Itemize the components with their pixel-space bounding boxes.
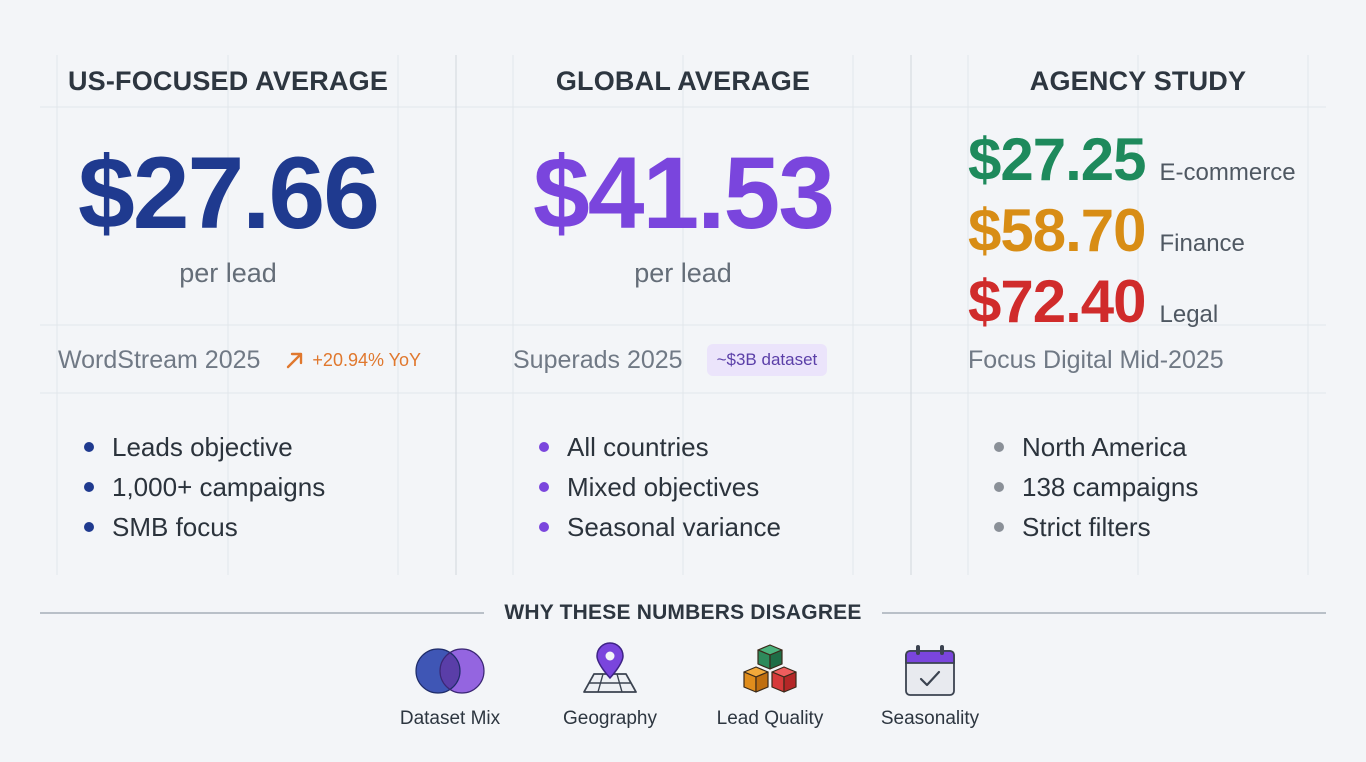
list-item: 138 campaigns [994, 467, 1198, 507]
yoy-change-text: +20.94% YoY [312, 349, 422, 370]
agency-bullet-list: North America 138 campaigns Strict filte… [994, 427, 1198, 547]
segment-price: $27.25 [968, 126, 1147, 193]
calendar-check-icon [905, 645, 955, 696]
source-label: Superads 2025 [513, 345, 683, 374]
segment-label: Finance [1159, 230, 1245, 257]
segment-label: E-commerce [1159, 159, 1296, 186]
column-title: AGENCY STUDY [1029, 66, 1247, 96]
bullet-text: All countries [567, 431, 709, 462]
segment-row-legal: $72.40 Legal [968, 272, 1296, 343]
divider-line-left [40, 612, 485, 614]
column-title: US-FOCUSED AVERAGE [67, 66, 389, 96]
reasons-row: Dataset Mix Geography [370, 642, 1010, 730]
per-lead-label: per lead [634, 258, 732, 288]
why-disagree-divider: WHY THESE NUMBERS DISAGREE [40, 598, 1326, 628]
us-average-price: $27.66 [78, 136, 380, 250]
bullet-text: Seasonal variance [567, 511, 781, 542]
reason-label: Geography [562, 708, 657, 729]
global-average-price: $41.53 [533, 136, 835, 250]
venn-diagram-icon [415, 648, 485, 694]
reason-lead-quality: Lead Quality [690, 642, 850, 730]
stacked-cubes-icon [743, 644, 797, 693]
bullet-dot [84, 522, 94, 532]
reason-label: Dataset Mix [399, 708, 501, 729]
divider-line-right [881, 612, 1326, 614]
list-item: 1,000+ campaigns [84, 467, 325, 507]
bullet-text: 1,000+ campaigns [112, 471, 326, 502]
source-row: Focus Digital Mid-2025 [968, 344, 1224, 376]
list-item: Leads objective [84, 427, 325, 467]
bullet-dot [539, 442, 549, 452]
bullet-dot [994, 482, 1004, 492]
global-bullet-list: All countries Mixed objectives Seasonal … [539, 427, 781, 547]
dataset-size-badge: ~$3B dataset [706, 344, 828, 376]
bullet-text: Strict filters [1022, 511, 1151, 542]
list-item: All countries [539, 427, 781, 467]
reason-seasonality: Seasonality [850, 642, 1010, 730]
global-average-column: GLOBAL AVERAGE $41.53 per lead Superads … [473, 0, 893, 590]
bullet-text: SMB focus [112, 511, 238, 542]
list-item: Seasonal variance [539, 507, 781, 547]
list-item: SMB focus [84, 507, 325, 547]
bullet-dot [994, 442, 1004, 452]
segment-price-list: $27.25 E-commerce $58.70 Finance $72.40 … [968, 130, 1296, 343]
agency-study-column: AGENCY STUDY $27.25 E-commerce $58.70 Fi… [928, 0, 1348, 590]
per-lead-label: per lead [179, 258, 277, 288]
column-title: GLOBAL AVERAGE [555, 66, 811, 96]
segment-price: $72.40 [968, 268, 1147, 335]
reason-label: Lead Quality [716, 708, 824, 729]
segment-row-ecommerce: $27.25 E-commerce [968, 130, 1296, 201]
segment-price: $58.70 [968, 197, 1147, 264]
section-heading: WHY THESE NUMBERS DISAGREE [504, 601, 862, 624]
source-label: WordStream 2025 [58, 345, 261, 374]
reason-geography: Geography [530, 642, 690, 730]
list-item: Strict filters [994, 507, 1198, 547]
segment-label: Legal [1159, 301, 1219, 328]
reason-dataset-mix: Dataset Mix [370, 642, 530, 730]
bullet-dot [539, 482, 549, 492]
bullet-dot [84, 482, 94, 492]
bullet-text: 138 campaigns [1022, 471, 1199, 502]
map-pin-icon [583, 642, 637, 693]
source-label: Focus Digital Mid-2025 [968, 345, 1224, 374]
bullet-text: Mixed objectives [567, 471, 760, 502]
trend-up-arrow-icon [287, 352, 303, 369]
list-item: Mixed objectives [539, 467, 781, 507]
bullet-dot [539, 522, 549, 532]
source-row: WordStream 2025 +20.94% YoY [58, 344, 421, 376]
bullet-dot [84, 442, 94, 452]
source-row: Superads 2025 ~$3B dataset [513, 344, 828, 376]
bullet-dot [994, 522, 1004, 532]
segment-row-finance: $58.70 Finance [968, 201, 1296, 272]
reason-label: Seasonality [880, 708, 980, 729]
yoy-change-badge: +20.94% YoY [284, 349, 421, 371]
us-average-column: US-FOCUSED AVERAGE $27.66 per lead WordS… [18, 0, 438, 590]
bullet-text: North America [1022, 431, 1187, 462]
bullet-text: Leads objective [112, 431, 293, 462]
us-bullet-list: Leads objective 1,000+ campaigns SMB foc… [84, 427, 325, 547]
list-item: North America [994, 427, 1198, 467]
